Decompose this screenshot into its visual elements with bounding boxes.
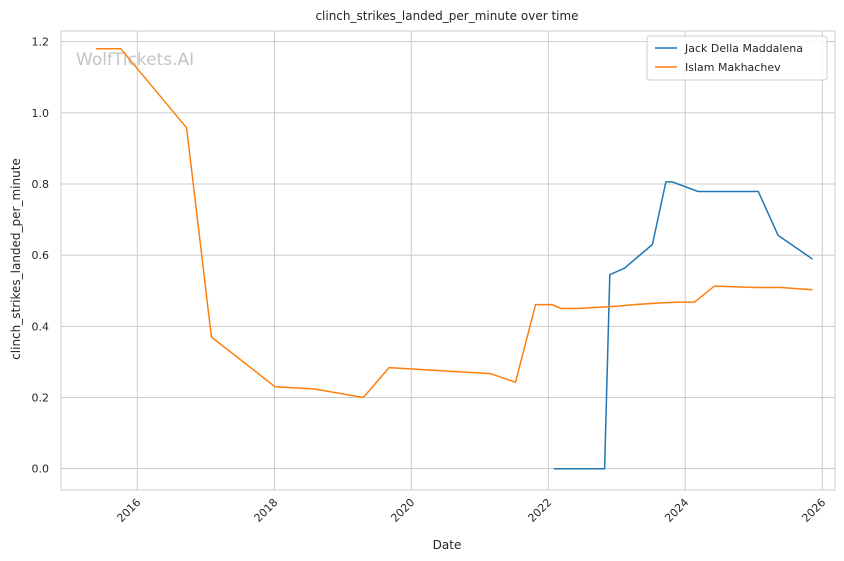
y-tick-label: 0.0: [32, 463, 50, 476]
chart-title: clinch_strikes_landed_per_minute over ti…: [315, 9, 578, 23]
legend: Jack Della Maddalena Islam Makhachev: [646, 35, 828, 81]
legend-box: [646, 35, 828, 81]
y-ticks: 0.0 0.2 0.4 0.6 0.8 1.0 1.2: [32, 36, 50, 476]
y-tick-label: 0.2: [32, 391, 50, 404]
y-tick-label: 0.4: [32, 320, 50, 333]
legend-label: Jack Della Maddalena: [684, 42, 803, 55]
series-line: [95, 48, 813, 399]
series-line: [553, 181, 813, 470]
y-tick-label: 1.2: [32, 36, 50, 49]
series-layer: [95, 48, 813, 470]
watermark: WolfTickets.AI: [76, 50, 194, 70]
legend-label: Islam Makhachev: [685, 61, 781, 74]
y-tick-label: 0.8: [32, 178, 50, 191]
y-tick-label: 1.0: [32, 107, 50, 120]
y-tick-label: 0.6: [32, 249, 50, 262]
plot-frame: [60, 30, 836, 491]
x-axis-label: Date: [433, 538, 462, 552]
y-axis-label: clinch_strikes_landed_per_minute: [9, 158, 23, 360]
